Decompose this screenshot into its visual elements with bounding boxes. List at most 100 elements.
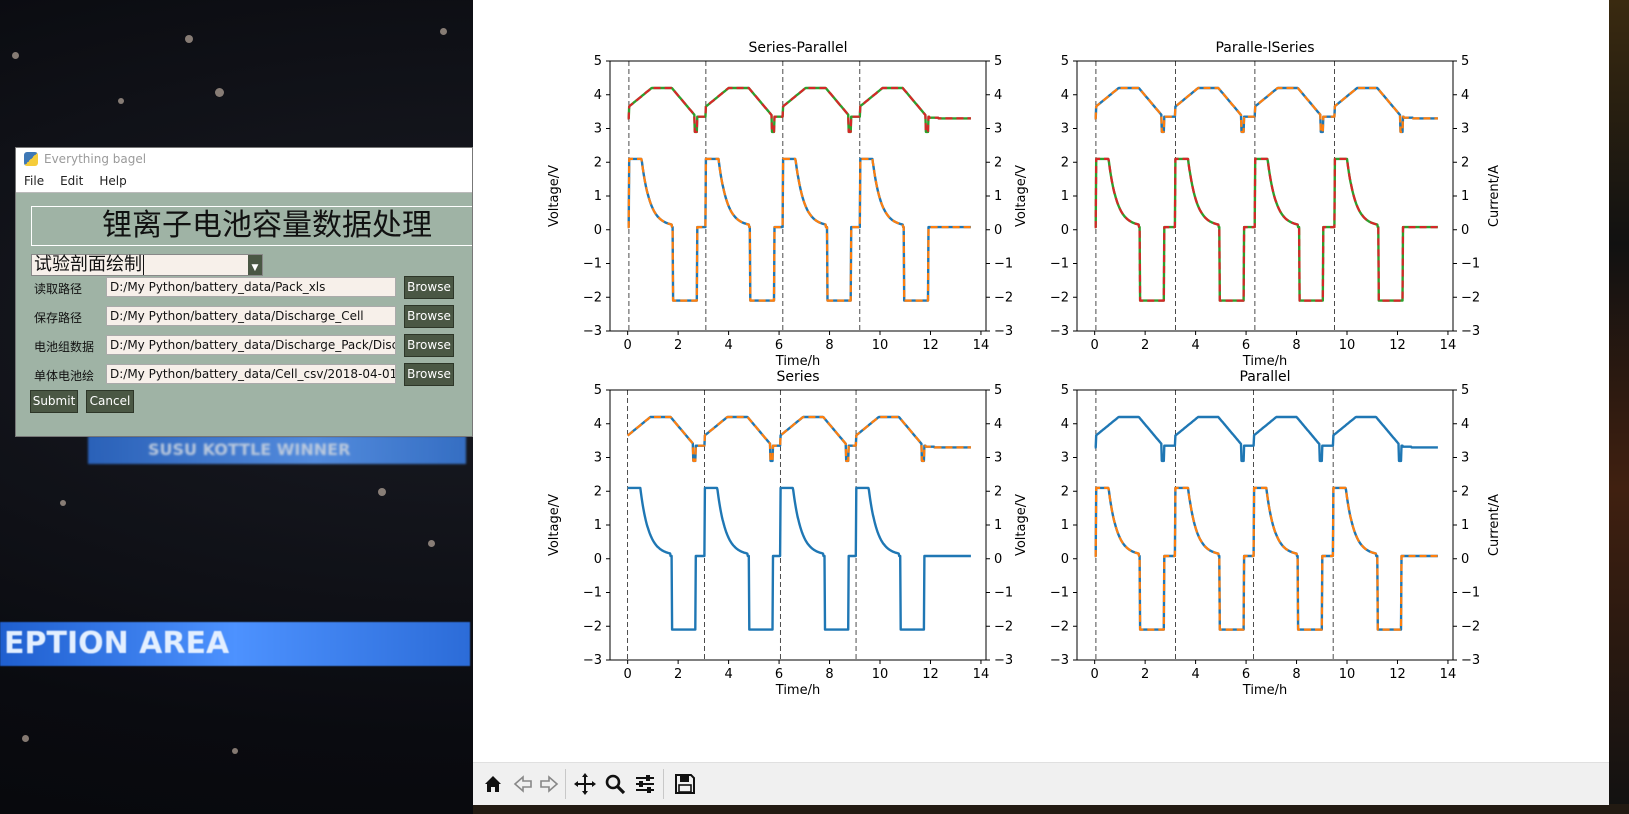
y-tick-label-right: 1 — [994, 518, 1002, 533]
read-path-label: 读取路径 — [34, 282, 83, 296]
y-tick-label: −3 — [1050, 324, 1069, 339]
menu-help[interactable]: Help — [99, 174, 127, 188]
toolbar-separator — [663, 769, 664, 799]
configure-icon[interactable] — [631, 770, 659, 798]
background-banner-top: SUSU KOTTLE WINNER — [88, 436, 466, 464]
read-path-browse-button[interactable]: Browse — [404, 276, 454, 299]
y-tick-label-right: −2 — [1461, 290, 1480, 305]
y-tick-label: −2 — [583, 290, 602, 305]
read-path-input[interactable]: D:/My Python/battery_data/Pack_xls — [106, 277, 396, 297]
y-tick-label-right: −3 — [994, 324, 1013, 339]
x-tick-label: 6 — [775, 338, 783, 353]
y-axis-label: Voltage/V — [1014, 165, 1029, 227]
x-tick-label: 2 — [1141, 338, 1149, 353]
cell-plot-browse-button[interactable]: Browse — [404, 363, 454, 386]
menu-file[interactable]: File — [24, 174, 45, 188]
mode-combobox[interactable]: 试验剖面绘制 ▼ — [31, 254, 263, 276]
y-axis-label: Voltage/V — [547, 494, 562, 556]
y-tick-label: 4 — [594, 417, 602, 432]
series-line-voltage — [627, 86, 972, 134]
x-axis-label: Time/h — [1242, 683, 1287, 698]
cell-plot-row: 单体电池绘 D:/My Python/battery_data/Cell_csv… — [16, 363, 472, 387]
y-tick-label-right: 5 — [994, 383, 1002, 398]
save-path-browse-button[interactable]: Browse — [404, 305, 454, 328]
y-tick-label: −1 — [583, 586, 602, 601]
cell-plot-input[interactable]: D:/My Python/battery_data/Cell_csv/2018-… — [106, 364, 396, 384]
x-axis-label: Time/h — [775, 354, 820, 369]
mode-combobox-value: 试验剖面绘制 — [34, 254, 144, 275]
x-tick-label: 4 — [724, 338, 732, 353]
y-tick-label-right: 2 — [994, 484, 1002, 499]
y-tick-label: 4 — [1061, 88, 1069, 103]
pack-data-row: 电池组数据 D:/My Python/battery_data/Discharg… — [16, 334, 472, 358]
y-axis-label: Voltage/V — [547, 165, 562, 227]
chevron-down-icon[interactable]: ▼ — [248, 255, 262, 275]
save-icon[interactable] — [671, 770, 699, 798]
y-tick-label: 1 — [594, 189, 602, 204]
subplot-1: 0 2 4 6 8 10 12 14−3 −3−2 −2−1 −10 01 12 23 34 45 5Serie… — [547, 40, 1013, 369]
y-tick-label-right: 4 — [994, 417, 1002, 432]
y-tick-label-right: 5 — [1461, 54, 1469, 69]
series-line-current — [1094, 157, 1439, 302]
y-tick-label-right: 3 — [1461, 122, 1469, 137]
subplot-3: 0 2 4 6 8 10 12 14−3 −3−2 −2−1 −10 01 12 23 34 45 5Serie… — [547, 369, 1013, 698]
y-tick-label-right: −3 — [994, 653, 1013, 668]
x-tick-label: 10 — [1339, 338, 1356, 353]
cell-plot-label: 单体电池绘 — [34, 369, 95, 383]
y-tick-label: 0 — [1061, 552, 1069, 567]
pack-data-browse-button[interactable]: Browse — [404, 334, 454, 357]
y-tick-label: −2 — [1050, 290, 1069, 305]
y-tick-label-right: −2 — [1461, 619, 1480, 634]
x-tick-label: 12 — [922, 338, 939, 353]
x-tick-label: 4 — [1191, 667, 1199, 682]
y-tick-label-right: −1 — [1461, 257, 1480, 272]
tk-app-window: Everything bagel File Edit Help 锂离子电池容量数… — [16, 148, 472, 436]
y-axis-label: Voltage/V — [1014, 494, 1029, 556]
python-icon — [24, 152, 38, 166]
tk-menu-bar: File Edit Help — [16, 170, 472, 193]
navigation-toolbar — [473, 762, 1609, 805]
figure-window: 0 2 4 6 8 10 12 14 −3 −3 −2 −2 −1 −1 0 0 1 1 2 2 3 3 4 4 5 5 Serie… — [473, 0, 1609, 805]
y-tick-label: 4 — [594, 88, 602, 103]
y-tick-label: 3 — [1061, 451, 1069, 466]
bottom-strip — [473, 804, 1629, 814]
y-tick-label: −1 — [1050, 586, 1069, 601]
zoom-icon[interactable] — [601, 770, 629, 798]
pack-data-input[interactable]: D:/My Python/battery_data/Discharge_Pack… — [106, 335, 396, 355]
back-icon[interactable] — [509, 770, 537, 798]
x-tick-label: 8 — [1292, 667, 1300, 682]
home-icon[interactable] — [479, 770, 507, 798]
subplot-title: Paralle-lSeries — [1215, 40, 1314, 56]
series-line-voltage — [626, 415, 972, 463]
axes-frame — [609, 389, 987, 661]
save-path-input[interactable]: D:/My Python/battery_data/Discharge_Cell — [106, 306, 396, 326]
x-tick-label: 14 — [973, 667, 990, 682]
forward-icon[interactable] — [535, 770, 563, 798]
y-tick-label-right: 2 — [1461, 155, 1469, 170]
y-tick-label: 4 — [1061, 417, 1069, 432]
x-tick-label: 6 — [1242, 667, 1250, 682]
submit-button[interactable]: Submit — [30, 390, 78, 413]
y-tick-label-right: 0 — [1461, 223, 1469, 238]
x-tick-label: 0 — [1091, 667, 1099, 682]
y-tick-label: 2 — [594, 155, 602, 170]
y-tick-label: 0 — [594, 552, 602, 567]
x-tick-label: 0 — [624, 667, 632, 682]
y-tick-label: 5 — [1061, 54, 1069, 69]
cancel-button[interactable]: Cancel — [86, 390, 134, 413]
series-line-voltage — [1094, 86, 1439, 133]
pan-icon[interactable] — [571, 770, 599, 798]
menu-edit[interactable]: Edit — [60, 174, 84, 188]
series-line-voltage — [627, 86, 972, 133]
x-tick-label: 12 — [922, 667, 939, 682]
axes-frame — [1076, 60, 1454, 332]
y-tick-label: 5 — [594, 383, 602, 398]
x-tick-label: 8 — [825, 667, 833, 682]
toolbar-separator — [565, 769, 566, 799]
tk-title-bar[interactable]: Everything bagel — [16, 148, 472, 170]
x-tick-label: 14 — [973, 338, 990, 353]
x-tick-label: 10 — [1339, 667, 1356, 682]
series-line-current — [1094, 486, 1439, 631]
y-tick-label: −2 — [583, 619, 602, 634]
x-tick-label: 4 — [1191, 338, 1199, 353]
